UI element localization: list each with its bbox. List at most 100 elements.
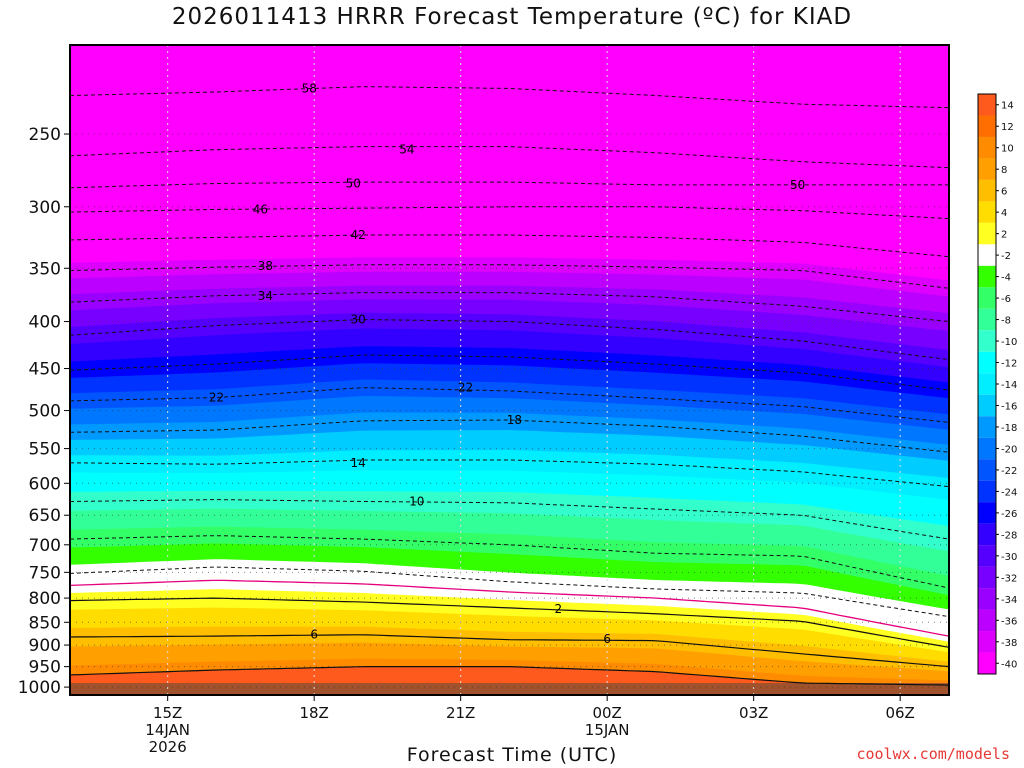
y-tick-label: 800 xyxy=(29,589,61,609)
colorbar-label: -36 xyxy=(1001,616,1017,627)
contour-label: 10 xyxy=(409,494,424,508)
contour-label: 34 xyxy=(258,289,273,303)
x-axis-label: Forecast Time (UTC) xyxy=(406,744,618,766)
colorbar-swatch xyxy=(978,179,996,202)
contour-label: 30 xyxy=(350,313,365,327)
colorbar-swatch xyxy=(978,373,996,395)
colorbar-label: -2 xyxy=(1001,251,1011,262)
colorbar-swatch xyxy=(978,459,996,481)
contour-label: 6 xyxy=(310,628,318,642)
isotherm-contours xyxy=(69,86,950,686)
colorbar-swatch xyxy=(978,201,996,223)
colorbar-swatch xyxy=(978,308,996,331)
colorbar-label: -30 xyxy=(1001,552,1017,563)
colorbar-swatch xyxy=(978,437,996,460)
y-tick-label: 600 xyxy=(29,474,61,494)
y-tick-label: 550 xyxy=(29,440,61,460)
grid-lines xyxy=(70,45,949,695)
y-tick-label: 850 xyxy=(29,613,61,633)
contour-label: 2 xyxy=(555,602,563,616)
colorbar-label: -4 xyxy=(1001,273,1011,284)
colorbar-swatch xyxy=(978,631,996,653)
isotherm-line xyxy=(69,666,950,686)
colorbar-swatch xyxy=(978,287,996,309)
contour-label: 22 xyxy=(209,391,224,405)
colorbar-swatch xyxy=(978,609,996,632)
y-tick-label: 350 xyxy=(29,259,61,279)
x-tick-label: 06Z xyxy=(885,704,914,722)
credit-link[interactable]: coolwx.com/models xyxy=(856,745,1010,763)
y-tick-label: 500 xyxy=(29,402,61,422)
temperature-bands xyxy=(70,45,949,695)
colorbar-label: -8 xyxy=(1001,316,1011,327)
contour-label: 22 xyxy=(458,381,473,395)
colorbar-label: -26 xyxy=(1001,509,1017,520)
contour-label: 50 xyxy=(346,176,361,190)
x-tick-sublabel: 2026 xyxy=(149,738,187,756)
contour-label: 58 xyxy=(302,81,317,95)
y-axis-ticks: 250 300 350 400 450 500 550 600 650 700 750 800 850 9… xyxy=(18,125,70,698)
colorbar-label: -10 xyxy=(1001,337,1017,348)
colorbar-swatch xyxy=(978,222,996,245)
colorbar-label: -20 xyxy=(1001,444,1017,455)
contour-label: 6 xyxy=(603,632,611,646)
colorbar-swatch xyxy=(978,136,996,159)
contour-label: 42 xyxy=(350,228,365,242)
colorbar-label: -14 xyxy=(1001,380,1017,391)
surface-ground-band xyxy=(70,683,949,695)
y-tick-label: 450 xyxy=(29,360,61,380)
y-tick-label: 900 xyxy=(29,636,61,656)
x-tick-label: 21Z xyxy=(446,704,475,722)
y-tick-label: 750 xyxy=(29,563,61,583)
isotherm-line xyxy=(69,579,950,637)
colorbar-label: 12 xyxy=(1001,122,1014,133)
colorbar: 14 12 10 8 6 4 2 -2 -4 -6 -8 -10 -12 -14 -16 -18 -20 -22 -… xyxy=(977,93,1017,675)
colorbar-swatch xyxy=(978,158,996,180)
colorbar-swatch xyxy=(978,416,996,438)
colorbar-label: -34 xyxy=(1001,595,1017,606)
y-tick-label: 950 xyxy=(29,658,61,678)
colorbar-label: 2 xyxy=(1001,230,1007,241)
y-tick-label: 400 xyxy=(29,313,61,333)
contour-label: 14 xyxy=(350,456,365,470)
colorbar-label: -18 xyxy=(1001,423,1017,434)
colorbar-swatch xyxy=(978,652,996,674)
x-tick-sublabel: 15JAN xyxy=(585,721,630,739)
colorbar-swatch xyxy=(978,545,996,567)
colorbar-label: 10 xyxy=(1001,144,1014,155)
contour-label: 18 xyxy=(507,413,522,427)
y-tick-label: 650 xyxy=(29,506,61,526)
colorbar-swatch xyxy=(978,394,996,417)
colorbar-label: -6 xyxy=(1001,294,1011,305)
contour-label: 54 xyxy=(399,143,414,157)
plot-frame xyxy=(69,44,950,696)
colorbar-label: 4 xyxy=(1001,208,1007,219)
colorbar-label: -16 xyxy=(1001,401,1017,412)
colorbar-swatch xyxy=(978,265,996,288)
colorbar-swatch xyxy=(978,330,996,352)
x-tick-label: 00Z xyxy=(592,704,621,722)
colorbar-label: -22 xyxy=(1001,466,1017,477)
y-tick-label: 1000 xyxy=(18,678,61,698)
colorbar-swatch xyxy=(978,566,996,589)
colorbar-label: -12 xyxy=(1001,359,1017,370)
colorbar-swatch xyxy=(978,588,996,610)
colorbar-label: 8 xyxy=(1001,165,1007,176)
colorbar-label: -38 xyxy=(1001,638,1017,649)
isotherm-line xyxy=(69,597,950,648)
colorbar-swatch xyxy=(978,94,996,116)
colorbar-label: 14 xyxy=(1001,101,1014,112)
x-tick-label: 15Z xyxy=(153,704,182,722)
colorbar-swatch xyxy=(978,502,996,524)
colorbar-swatch xyxy=(978,480,996,503)
x-tick-label: 18Z xyxy=(299,704,328,722)
y-tick-label: 250 xyxy=(29,125,61,145)
colorbar-label: -28 xyxy=(1001,530,1017,541)
colorbar-label: 6 xyxy=(1001,187,1007,198)
colorbar-swatch xyxy=(978,244,996,266)
colorbar-swatch xyxy=(978,523,996,546)
isotherm-line xyxy=(69,634,950,668)
colorbar-label: -40 xyxy=(1001,659,1017,670)
colorbar-swatch xyxy=(978,115,996,137)
